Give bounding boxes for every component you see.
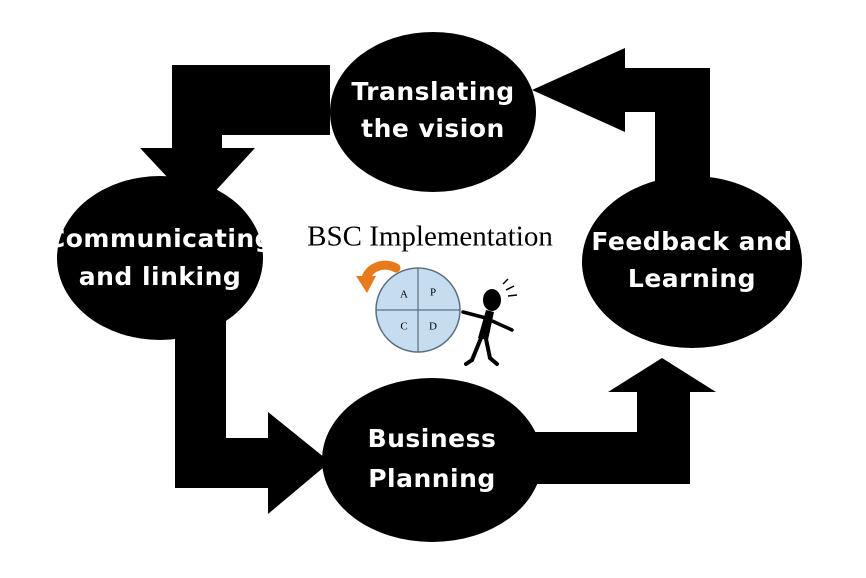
pdca-q3-letter: C — [400, 321, 407, 333]
node-feedback-learning: Feedback and Learning — [582, 176, 802, 348]
node-business-line1: Business — [368, 424, 497, 453]
node-business-line2: Planning — [368, 464, 496, 493]
node-communicating-linking: Communicating and linking — [47, 176, 273, 340]
node-translating-line2: the vision — [361, 114, 505, 143]
pdca-q1-letter: A — [400, 289, 408, 301]
center-title: BSC Implementation — [307, 221, 553, 253]
node-communicating-line1: Communicating — [47, 224, 273, 253]
node-business-planning: Business Planning — [322, 378, 542, 542]
arrow-communicating-to-business — [175, 310, 330, 514]
pdca-q4-letter: D — [429, 321, 437, 333]
arrow-feedback-to-translating — [532, 48, 710, 210]
node-translating-vision: Translating the vision — [330, 32, 536, 192]
node-feedback-line1: Feedback and — [591, 227, 792, 256]
node-feedback-line2: Learning — [628, 264, 756, 293]
cycle-arrows — [140, 48, 716, 514]
node-translating-line1: Translating — [351, 77, 514, 106]
arrow-translating-to-communicating — [140, 65, 330, 210]
stick-figure-icon — [461, 278, 518, 366]
pdca-circle: A P C D — [375, 267, 461, 353]
refresh-arrow-icon — [356, 260, 401, 293]
pdca-q2-letter: P — [430, 287, 436, 299]
node-communicating-line2: and linking — [79, 262, 242, 291]
arrow-business-to-feedback — [520, 358, 716, 484]
